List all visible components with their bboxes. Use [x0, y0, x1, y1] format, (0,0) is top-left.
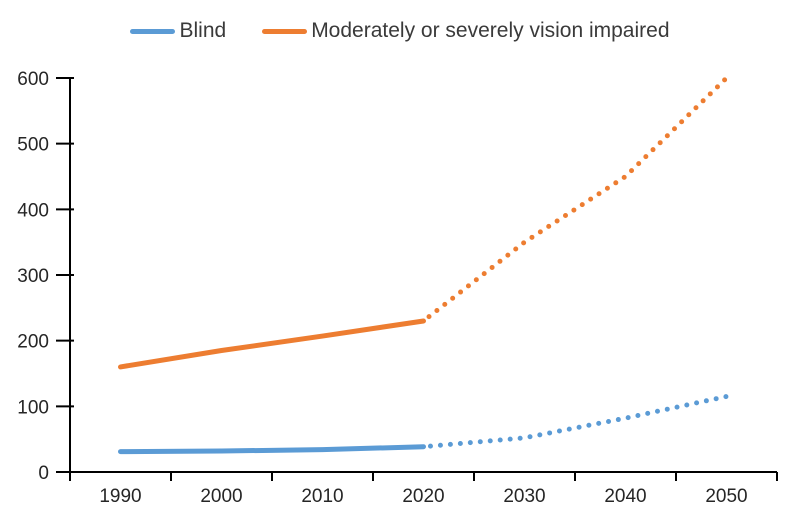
- svg-text:600: 600: [17, 69, 49, 90]
- svg-text:2040: 2040: [604, 486, 646, 507]
- svg-text:2020: 2020: [402, 486, 444, 507]
- svg-text:400: 400: [17, 200, 49, 221]
- svg-text:0: 0: [38, 463, 49, 484]
- svg-text:2050: 2050: [705, 486, 747, 507]
- legend-swatch-moderately-severely-impaired-icon: [262, 28, 308, 34]
- chart-legend: Blind Moderately or severely vision impa…: [0, 17, 800, 45]
- legend-swatch-blind-icon: [130, 28, 176, 34]
- legend-item-blind: Blind: [130, 17, 226, 45]
- svg-text:300: 300: [17, 266, 49, 287]
- legend-label-blind: Blind: [179, 19, 227, 42]
- legend-label-moderately-severely-impaired: Moderately or severely vision impaired: [311, 19, 670, 42]
- svg-text:2010: 2010: [301, 486, 343, 507]
- svg-text:2000: 2000: [200, 486, 242, 507]
- svg-text:100: 100: [17, 397, 49, 418]
- svg-text:200: 200: [17, 332, 49, 353]
- svg-text:1990: 1990: [99, 486, 141, 507]
- legend-item-moderately-severely-impaired: Moderately or severely vision impaired: [262, 17, 670, 45]
- svg-text:500: 500: [17, 135, 49, 156]
- svg-text:2030: 2030: [503, 486, 545, 507]
